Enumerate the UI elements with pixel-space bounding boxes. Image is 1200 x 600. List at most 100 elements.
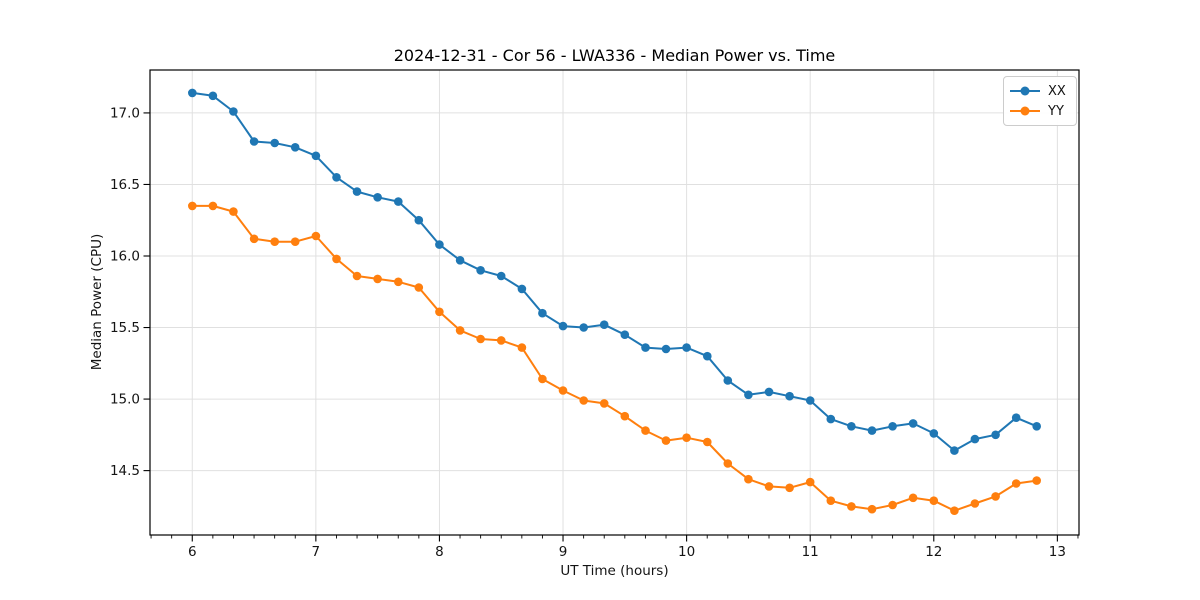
x-axis-label: UT Time (hours) [560,563,669,579]
data-point [290,143,300,152]
data-point [764,482,774,491]
legend-label-yy: YY [1048,103,1064,119]
data-point [352,271,362,281]
data-point [229,207,238,216]
x-tick-label: 12 [925,544,942,560]
data-point [455,326,465,335]
grid-layer [150,70,1079,535]
data-point [229,107,238,116]
y-tick-label: 14.5 [110,463,140,479]
x-tick-label: 13 [1049,544,1066,560]
legend: XX YY [1003,76,1077,126]
data-point [867,504,877,514]
data-point [950,446,959,455]
data-point [703,437,712,447]
data-point [826,414,836,424]
data-point [394,197,403,206]
data-point [517,284,527,294]
data-point [1011,413,1021,423]
data-point [620,330,630,340]
x-tick-label: 7 [312,544,321,560]
data-point [908,493,918,503]
y-tick-label: 15.0 [110,392,140,408]
data-point [950,506,959,515]
y-tick-label: 17.0 [110,105,140,121]
data-point [188,88,197,98]
data-point [496,271,506,281]
data-point [249,137,259,146]
data-point [908,419,918,428]
x-tick-label: 8 [435,544,444,560]
legend-item-yy: YY [1010,102,1070,120]
data-point [764,387,774,397]
data-point [414,283,424,292]
data-point [641,426,650,435]
data-point [661,436,671,445]
data-point [332,254,341,264]
data-point [476,334,485,344]
data-point [703,351,712,361]
series-xx-points [188,88,1041,455]
data-point [785,483,794,493]
data-point [1032,422,1041,431]
legend-sample-line-xx [1010,86,1040,96]
data-point [888,422,897,431]
data-point [311,231,321,241]
data-point [888,500,897,510]
data-point [682,343,691,352]
data-point [805,396,815,405]
data-point [847,422,856,431]
x-tick-label: 9 [559,544,568,560]
data-point [579,323,588,332]
data-point [579,396,588,405]
data-point [373,193,382,202]
axes-layer: 6 7 8 9 10 11 12 13 14.5 15.0 15.5 16.0 16.5 17.0 [110,69,1080,560]
data-point [208,91,218,101]
data-point [599,399,609,408]
plot-background [150,70,1079,535]
data-point [991,430,1000,440]
data-point [435,307,444,317]
data-point [620,411,630,421]
data-point [208,201,218,211]
data-point [249,234,259,244]
data-point [805,477,815,487]
y-tick-label: 15.5 [110,320,140,336]
y-axis-label: Median Power (CPU) [89,233,105,371]
data-point [188,201,197,211]
data-point [352,187,362,196]
data-point [558,321,568,331]
data-point [1011,479,1021,488]
data-point [558,386,568,395]
data-point [599,320,609,330]
x-tick-label: 10 [678,544,695,560]
data-point [929,496,939,506]
legend-label-xx: XX [1048,83,1066,99]
data-point [538,374,547,384]
data-point [311,151,321,161]
data-point [455,255,465,265]
data-point [744,474,753,484]
data-point [496,336,506,345]
data-point [641,343,650,352]
data-point [414,215,424,225]
data-point [476,266,485,275]
data-point [991,492,1000,501]
data-point [682,433,691,443]
legend-marker-dot-xx [1020,86,1030,96]
data-point [1032,476,1041,485]
data-point [435,240,444,249]
data-point [270,138,280,148]
series-yy-points [188,201,1041,515]
data-point [744,390,753,400]
x-tick-label: 11 [802,544,819,560]
y-tick-label: 16.5 [110,177,140,193]
x-tick-label: 6 [188,544,197,560]
legend-marker-dot-yy [1020,106,1030,116]
data-point [723,376,733,385]
data-point [332,173,341,182]
data-point [970,499,980,508]
data-point [970,434,980,444]
